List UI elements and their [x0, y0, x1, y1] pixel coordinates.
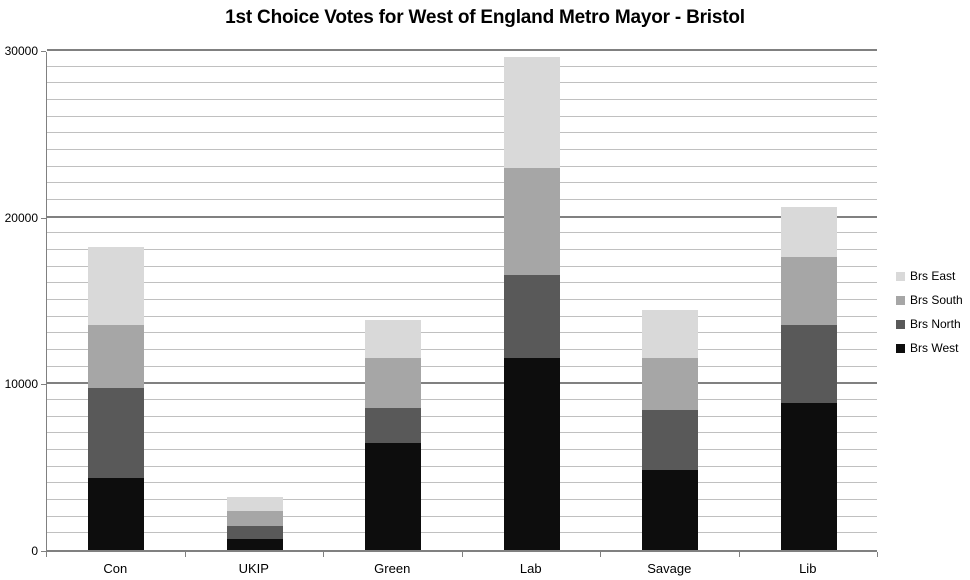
gridline-minor — [47, 265, 877, 267]
gridline-minor — [47, 515, 877, 517]
gridline-minor — [47, 349, 877, 350]
gridline-minor — [47, 82, 877, 84]
bar-segment-brs-west — [365, 443, 422, 550]
gridline-minor — [47, 465, 877, 467]
bar-segment-brs-south — [88, 325, 145, 389]
legend-label: Brs East — [910, 269, 956, 283]
bar-segment-brs-north — [503, 275, 560, 359]
bar-segment-brs-west — [780, 403, 837, 550]
x-axis-label-lib: Lib — [799, 561, 817, 576]
gridline-major — [47, 382, 877, 385]
y-axis-label: 30000 — [4, 44, 38, 58]
bar-segment-brs-east — [780, 206, 837, 257]
bar-segment-brs-east — [503, 56, 560, 169]
bar-segment-brs-north — [88, 388, 145, 479]
x-axis-label-con: Con — [103, 561, 128, 576]
gridline-minor — [47, 249, 877, 250]
gridline-minor — [47, 199, 877, 200]
legend-label: Brs South — [910, 293, 963, 307]
gridline-minor — [47, 365, 877, 367]
x-axis-tick — [184, 552, 186, 557]
gridline-minor — [47, 399, 877, 400]
legend-swatch-icon — [896, 343, 905, 353]
chart-title: 1st Choice Votes for West of England Met… — [225, 7, 745, 28]
plot-area — [46, 49, 877, 552]
gridline-minor — [47, 449, 877, 450]
legend: Brs East Brs South Brs North Brs West — [896, 264, 963, 360]
gridline-minor — [47, 415, 877, 417]
bar-stack-savage — [642, 50, 699, 550]
bar-stack-lib — [780, 50, 837, 550]
y-axis-label: 10000 — [4, 377, 38, 392]
gridline-major — [47, 49, 877, 51]
legend-item-brs-south: Brs South — [896, 288, 963, 312]
bar-segment-brs-south — [780, 256, 837, 325]
bar-segment-brs-west — [642, 470, 699, 550]
gridline-minor — [47, 232, 877, 234]
bar-segment-brs-north — [642, 410, 699, 470]
bar-segment-brs-east — [226, 496, 283, 511]
x-axis-label-ukip: UKIP — [238, 561, 269, 576]
gridline-minor — [47, 299, 877, 300]
y-axis-tick — [41, 217, 46, 219]
bar-stack-con — [88, 50, 145, 550]
x-axis-label-green: Green — [374, 561, 411, 576]
gridline-minor — [47, 499, 877, 500]
gridline-minor — [47, 332, 877, 334]
x-axis-tick — [738, 552, 740, 557]
gridline-minor — [47, 182, 877, 184]
x-axis-tick — [600, 552, 601, 557]
bar-stack-green — [365, 50, 422, 550]
gridline-minor — [47, 149, 877, 150]
x-axis-label-lab: Lab — [519, 561, 542, 576]
bar-segment-brs-east — [365, 320, 422, 359]
y-axis-label: 20000 — [4, 210, 38, 225]
gridline-minor — [47, 99, 877, 100]
legend-item-brs-west: Brs West — [896, 336, 963, 360]
gridline-major — [47, 215, 877, 218]
bar-segment-brs-south — [503, 168, 560, 275]
gridline-minor — [47, 532, 877, 534]
legend-item-brs-north: Brs North — [896, 312, 963, 336]
legend-label: Brs West — [910, 341, 959, 355]
bar-segment-brs-west — [503, 358, 560, 550]
gridline-minor — [47, 315, 877, 317]
legend-label: Brs North — [910, 317, 961, 331]
y-axis-label: 0 — [31, 544, 38, 558]
x-axis-tick — [323, 552, 324, 557]
bar-stack-lab — [503, 50, 560, 550]
gridline-minor — [47, 432, 877, 434]
bar-segment-brs-south — [365, 358, 422, 409]
gridline-minor — [47, 132, 877, 134]
legend-swatch-icon — [896, 295, 905, 305]
gridline-minor — [47, 282, 877, 284]
gridline-minor — [47, 115, 877, 117]
bar-segment-brs-east — [88, 246, 145, 325]
bar-segment-brs-north — [780, 325, 837, 404]
bar-segment-brs-west — [88, 478, 145, 550]
legend-swatch-icon — [896, 271, 905, 281]
bar-segment-brs-north — [226, 525, 283, 540]
bar-segment-brs-east — [642, 310, 699, 359]
legend-item-brs-east: Brs East — [896, 264, 963, 288]
x-axis-tick — [877, 552, 878, 557]
bar-segment-brs-west — [226, 539, 283, 550]
x-axis-label-savage: Savage — [647, 561, 692, 576]
bar-segment-brs-south — [226, 510, 283, 526]
x-axis-tick — [46, 552, 47, 557]
y-axis-tick — [41, 384, 46, 386]
bar-segment-brs-south — [642, 358, 699, 410]
gridline-minor — [47, 165, 877, 167]
gridline-minor — [47, 65, 877, 67]
gridline-minor — [47, 482, 877, 484]
y-axis-tick — [41, 51, 46, 52]
bar-stack-ukip — [226, 50, 283, 550]
x-axis-tick — [461, 552, 463, 557]
y-axis-tick — [41, 551, 46, 552]
bar-segment-brs-north — [365, 408, 422, 444]
legend-swatch-icon — [896, 319, 905, 329]
